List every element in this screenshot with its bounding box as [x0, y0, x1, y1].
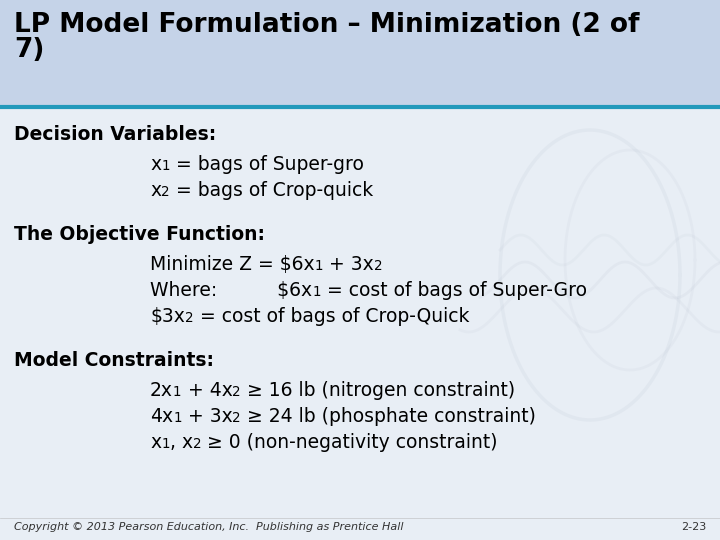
- Text: x: x: [150, 155, 161, 174]
- Text: 2: 2: [233, 385, 241, 399]
- Text: ≥ 0 (non-negativity constraint): ≥ 0 (non-negativity constraint): [202, 433, 498, 452]
- Text: + 3x: + 3x: [181, 407, 233, 426]
- Text: 2: 2: [374, 259, 382, 273]
- Text: The Objective Function:: The Objective Function:: [14, 225, 265, 244]
- Text: Decision Variables:: Decision Variables:: [14, 125, 216, 144]
- Text: Copyright © 2013 Pearson Education, Inc.  Publishing as Prentice Hall: Copyright © 2013 Pearson Education, Inc.…: [14, 522, 403, 532]
- Text: , x: , x: [170, 433, 193, 452]
- Text: = bags of Crop-quick: = bags of Crop-quick: [170, 181, 373, 200]
- Text: + 4x: + 4x: [181, 381, 233, 400]
- Text: 7): 7): [14, 37, 45, 63]
- Text: 1: 1: [315, 259, 323, 273]
- Text: ≥ 24 lb (phosphate constraint): ≥ 24 lb (phosphate constraint): [241, 407, 536, 426]
- Bar: [0, 0, 720, 105]
- Text: 1: 1: [312, 285, 320, 299]
- Text: 1: 1: [161, 159, 170, 173]
- Text: LP Model Formulation – Minimization (2 of: LP Model Formulation – Minimization (2 o…: [14, 12, 639, 38]
- Text: + 3x: + 3x: [323, 255, 374, 274]
- Text: 1: 1: [161, 437, 170, 451]
- Text: $3x: $3x: [150, 307, 185, 326]
- Text: 2: 2: [193, 437, 202, 451]
- Text: 2x: 2x: [150, 381, 173, 400]
- Text: x: x: [150, 181, 161, 200]
- Text: 2: 2: [161, 185, 170, 199]
- Text: 2: 2: [233, 411, 241, 425]
- Text: 1: 1: [173, 385, 181, 399]
- Text: 2: 2: [185, 311, 194, 325]
- Text: ≥ 16 lb (nitrogen constraint): ≥ 16 lb (nitrogen constraint): [241, 381, 515, 400]
- Text: Minimize Z = $6x: Minimize Z = $6x: [150, 255, 315, 274]
- Text: Where:          $6x: Where: $6x: [150, 281, 312, 300]
- Text: 4x: 4x: [150, 407, 173, 426]
- Text: x: x: [150, 433, 161, 452]
- Text: = cost of bags of Crop-Quick: = cost of bags of Crop-Quick: [194, 307, 469, 326]
- Text: 1: 1: [173, 411, 181, 425]
- Text: = cost of bags of Super-Gro: = cost of bags of Super-Gro: [320, 281, 587, 300]
- Text: 2-23: 2-23: [680, 522, 706, 532]
- Text: = bags of Super-gro: = bags of Super-gro: [170, 155, 364, 174]
- Text: Model Constraints:: Model Constraints:: [14, 351, 214, 370]
